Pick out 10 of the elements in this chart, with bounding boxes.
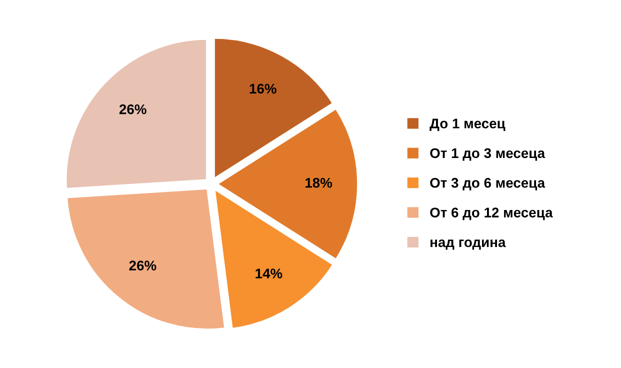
legend-label: От 3 до 6 месеца — [430, 178, 546, 190]
legend-label: От 1 до 3 месеца — [430, 148, 546, 161]
data-label: 14% — [256, 268, 282, 278]
data-label: 26% — [129, 260, 156, 270]
data-label: 16% — [250, 84, 276, 94]
legend-label: От 6 до 12 месеца — [430, 208, 553, 220]
legend-label: над година — [430, 240, 506, 250]
data-label: 26% — [119, 104, 146, 114]
legend-label: До 1 месец — [430, 118, 506, 132]
data-label: 18% — [306, 178, 332, 188]
